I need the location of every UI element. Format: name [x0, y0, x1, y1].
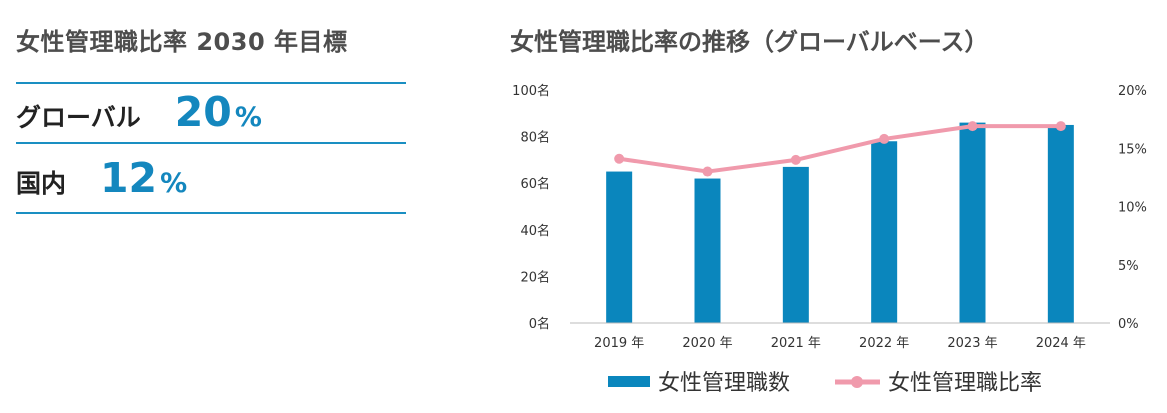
- x-tick-label: 2024 年: [1036, 336, 1086, 351]
- line-point: [967, 121, 978, 132]
- line-point: [614, 153, 625, 164]
- x-axis: 2019 年 2020 年 2021 年 2022 年 2023 年 2024 年: [594, 336, 1086, 351]
- divider-middle: [16, 142, 406, 144]
- divider-top: [16, 82, 406, 84]
- y-left-axis: 0名 20名 40名 60名 80名 100名: [512, 83, 550, 332]
- divider-bottom: [16, 212, 406, 214]
- legend-swatch-marker: [851, 376, 863, 388]
- target-label-global: グローバル: [16, 103, 141, 132]
- legend: 女性管理職数 女性管理職比率: [608, 371, 1042, 396]
- y-left-tick-label: 100名: [512, 83, 550, 99]
- bar: [871, 141, 898, 323]
- target-unit-domestic: %: [160, 168, 188, 199]
- y-right-axis: 0% 5% 10% 15% 20%: [1118, 84, 1147, 332]
- bar: [694, 178, 721, 323]
- x-tick-label: 2019 年: [594, 336, 644, 351]
- x-tick-label: 2022 年: [859, 336, 909, 351]
- y-right-tick-label: 0%: [1118, 317, 1139, 332]
- line-point: [879, 133, 890, 144]
- y-left-tick-label: 40名: [520, 223, 550, 239]
- target-value-domestic: 12: [100, 154, 158, 202]
- y-right-tick-label: 10%: [1118, 201, 1147, 216]
- y-right-tick-label: 20%: [1118, 84, 1147, 99]
- rate-line: [618, 124, 1061, 174]
- bar: [606, 171, 633, 323]
- x-tick-label: 2020 年: [682, 336, 732, 351]
- line-point: [790, 154, 801, 165]
- bar: [782, 166, 809, 323]
- line-point: [1055, 121, 1066, 132]
- chart-title: 女性管理職比率の推移（グローバルベース）: [510, 28, 989, 56]
- y-left-tick-label: 0名: [529, 316, 550, 332]
- y-left-tick-label: 80名: [520, 130, 550, 146]
- x-tick-label: 2021 年: [771, 336, 821, 351]
- bar: [959, 122, 986, 323]
- line-point: [702, 166, 713, 177]
- y-right-tick-label: 15%: [1118, 142, 1147, 157]
- x-tick-label: 2023 年: [947, 336, 997, 351]
- line-points: [614, 121, 1066, 177]
- target-row-global: グローバル 20 %: [16, 88, 262, 136]
- target-label-domestic: 国内: [16, 169, 67, 198]
- legend-label-bar: 女性管理職数: [658, 371, 790, 396]
- y-left-tick-label: 60名: [520, 176, 550, 192]
- bar: [1047, 124, 1074, 323]
- target-title: 女性管理職比率 2030 年目標: [16, 28, 348, 56]
- legend-label-line: 女性管理職比率: [888, 371, 1042, 396]
- bar-series: [606, 122, 1074, 323]
- target-unit-global: %: [234, 102, 262, 133]
- target-row-domestic: 国内 12 %: [16, 154, 187, 202]
- target-value-global: 20: [174, 88, 232, 136]
- y-left-tick-label: 20名: [520, 269, 550, 285]
- y-right-tick-label: 5%: [1118, 259, 1139, 274]
- legend-swatch-bar: [608, 376, 650, 387]
